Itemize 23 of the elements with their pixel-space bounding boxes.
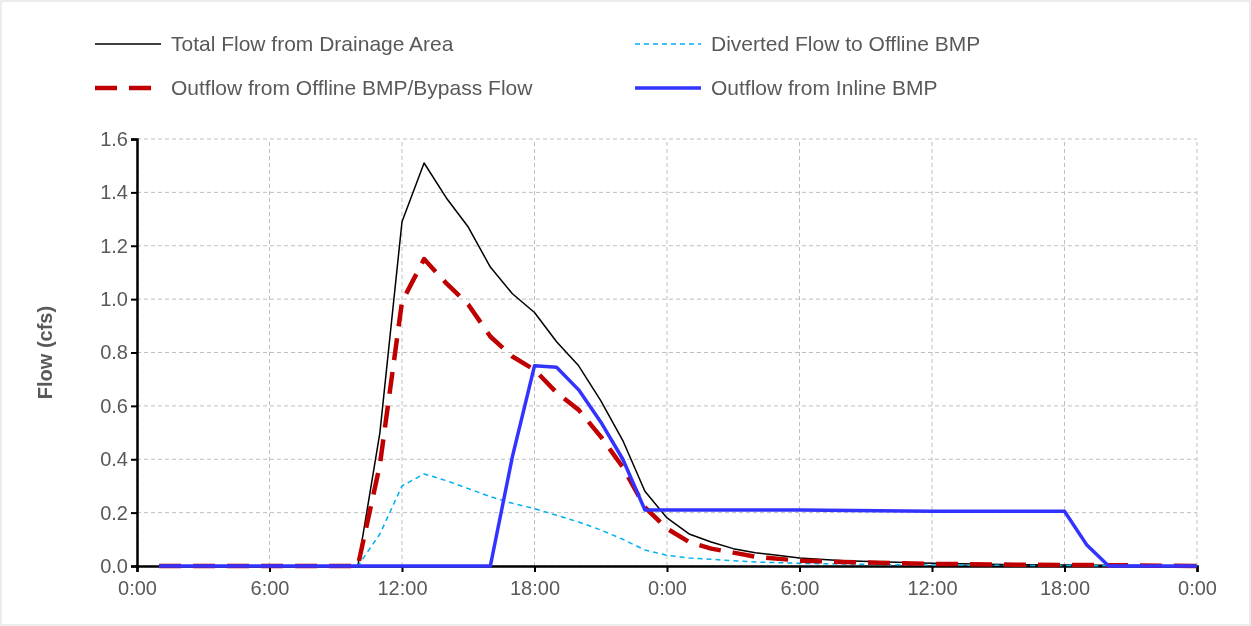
y-tick-label: 0.2 bbox=[100, 501, 128, 524]
legend-label: Outflow from Inline BMP bbox=[711, 76, 938, 99]
x-tick-label: 18:00 bbox=[1039, 577, 1091, 599]
y-tick-label: 1.2 bbox=[100, 234, 128, 257]
x-tick-label: 6:00 bbox=[780, 577, 820, 599]
x-tick-label: 0:00 bbox=[118, 577, 157, 599]
x-tick-label: 18:00 bbox=[509, 577, 561, 599]
y-tick-label: 0.0 bbox=[100, 554, 128, 577]
x-tick-label: 6:00 bbox=[250, 577, 290, 599]
legend-label: Diverted Flow to Offline BMP bbox=[711, 32, 981, 55]
x-tick-label: 0:00 bbox=[648, 577, 687, 599]
y-tick-label: 1.6 bbox=[100, 127, 128, 150]
y-axis-title: Flow (cfs) bbox=[34, 305, 56, 400]
y-tick-label: 0.6 bbox=[100, 394, 128, 417]
x-tick-label: 0:00 bbox=[1178, 577, 1217, 599]
y-tick-label: 0.4 bbox=[100, 448, 128, 471]
y-tick-label: 1.4 bbox=[100, 181, 128, 204]
y-tick-label: 1.0 bbox=[100, 288, 128, 311]
x-tick-label: 12:00 bbox=[377, 577, 428, 599]
legend-label: Total Flow from Drainage Area bbox=[171, 32, 454, 55]
y-tick-label: 0.8 bbox=[100, 341, 128, 364]
legend-label: Outflow from Offline BMP/Bypass Flow bbox=[171, 76, 534, 99]
x-tick-label: 12:00 bbox=[907, 577, 958, 599]
